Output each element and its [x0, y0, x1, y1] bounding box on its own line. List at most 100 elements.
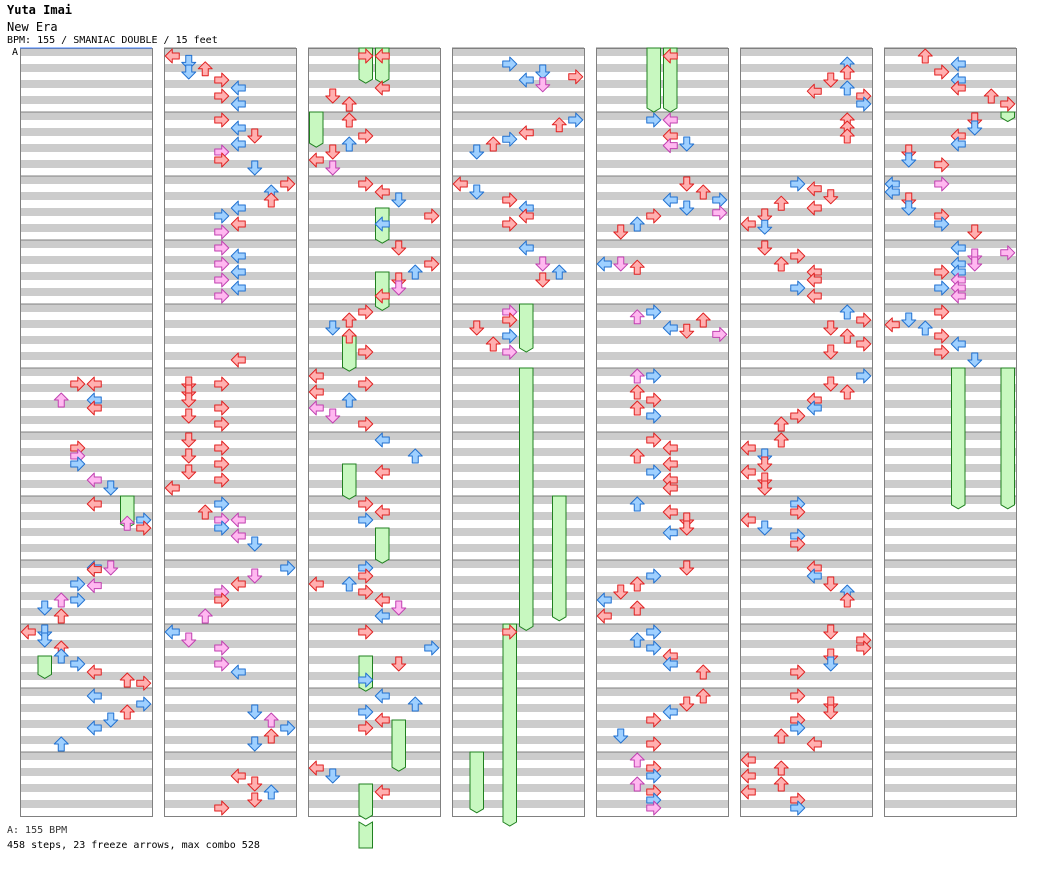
step-arrow — [86, 400, 102, 416]
step-arrow — [391, 280, 407, 296]
step-arrow — [374, 688, 390, 704]
step-arrow — [341, 112, 357, 128]
step-arrow — [214, 152, 230, 168]
step-arrow — [230, 576, 246, 592]
step-arrow — [695, 664, 711, 680]
step-arrow — [424, 640, 440, 656]
step-arrow — [551, 264, 567, 280]
step-arrow — [934, 216, 950, 232]
step-arrow — [247, 776, 263, 792]
step-arrow — [263, 192, 279, 208]
step-arrow — [181, 632, 197, 648]
step-arrow — [629, 368, 645, 384]
step-arrow — [358, 304, 374, 320]
step-arrow — [551, 117, 567, 133]
step-arrow — [917, 320, 933, 336]
step-arrow — [424, 208, 440, 224]
step-arrow — [502, 192, 518, 208]
step-arrow — [679, 520, 695, 536]
step-arrow — [790, 504, 806, 520]
step-arrow — [230, 352, 246, 368]
step-arrow — [263, 784, 279, 800]
step-arrow — [469, 184, 485, 200]
step-arrow — [535, 64, 551, 80]
step-arrow — [181, 464, 197, 480]
step-arrow — [629, 384, 645, 400]
step-arrow — [341, 576, 357, 592]
step-arrow — [53, 648, 69, 664]
step-arrow — [391, 600, 407, 616]
step-arrow — [230, 216, 246, 232]
step-arrow — [308, 152, 324, 168]
step-arrow — [407, 264, 423, 280]
step-arrow — [740, 752, 756, 768]
chart-column — [740, 47, 873, 817]
step-arrow — [136, 675, 152, 691]
step-arrow — [839, 80, 855, 96]
step-arrow — [214, 72, 230, 88]
freeze-arrow — [519, 303, 534, 353]
step-arrow — [247, 128, 263, 144]
step-arrow — [230, 80, 246, 96]
step-arrow — [662, 480, 678, 496]
step-arrow — [358, 720, 374, 736]
step-arrow — [214, 440, 230, 456]
step-arrow — [695, 312, 711, 328]
step-arrow — [502, 216, 518, 232]
step-arrow — [806, 288, 822, 304]
step-arrow — [662, 525, 678, 541]
step-arrow — [214, 272, 230, 288]
step-arrow — [629, 600, 645, 616]
step-arrow — [341, 136, 357, 152]
step-arrow — [740, 768, 756, 784]
step-arrow — [37, 600, 53, 616]
step-arrow — [967, 120, 983, 136]
step-arrow — [823, 72, 839, 88]
step-arrow — [214, 240, 230, 256]
step-arrow — [712, 326, 728, 342]
step-arrow — [712, 205, 728, 221]
step-arrow — [662, 656, 678, 672]
step-arrow — [806, 736, 822, 752]
step-arrow — [70, 576, 86, 592]
step-arrow — [901, 152, 917, 168]
step-arrow — [679, 323, 695, 339]
step-arrow — [823, 656, 839, 672]
step-arrow — [86, 376, 102, 392]
step-arrow — [806, 181, 822, 197]
step-arrow — [452, 176, 468, 192]
step-arrow — [358, 416, 374, 432]
step-arrow — [164, 48, 180, 64]
step-arrow — [325, 320, 341, 336]
step-arrow — [358, 584, 374, 600]
step-arrow — [629, 216, 645, 232]
step-arrow — [662, 504, 678, 520]
freeze-arrow — [502, 623, 517, 827]
step-arrow — [374, 80, 390, 96]
step-arrow — [358, 704, 374, 720]
step-arrow — [164, 624, 180, 640]
step-arrow — [263, 712, 279, 728]
step-arrow — [839, 304, 855, 320]
step-arrow — [86, 688, 102, 704]
step-arrow — [119, 672, 135, 688]
freeze-arrow — [519, 367, 534, 631]
step-arrow — [374, 432, 390, 448]
step-arrow — [86, 720, 102, 736]
step-arrow — [280, 720, 296, 736]
step-arrow — [230, 280, 246, 296]
step-arrow — [950, 56, 966, 72]
step-arrow — [518, 240, 534, 256]
step-arrow — [214, 376, 230, 392]
step-arrow — [214, 88, 230, 104]
step-arrow — [646, 408, 662, 424]
bpm-marker: A — [12, 47, 19, 58]
freeze-arrow — [663, 47, 678, 113]
step-arrow — [646, 640, 662, 656]
step-arrow — [740, 216, 756, 232]
step-arrow — [341, 96, 357, 112]
step-arrow — [502, 624, 518, 640]
step-arrow — [790, 800, 806, 816]
step-arrow — [502, 131, 518, 147]
step-arrow — [823, 704, 839, 720]
